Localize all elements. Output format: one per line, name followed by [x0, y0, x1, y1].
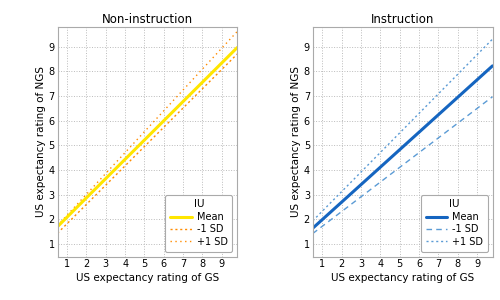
+1 SD	[202, 65, 208, 68]
-1 SD	[140, 146, 146, 150]
Mean	[490, 64, 496, 68]
-1 SD	[416, 150, 422, 154]
+1 SD	[395, 133, 401, 136]
+1 SD	[141, 130, 147, 134]
+1 SD	[416, 111, 422, 115]
+1 SD	[396, 132, 402, 135]
Line: +1 SD: +1 SD	[312, 39, 492, 221]
+1 SD	[140, 132, 146, 135]
+1 SD	[234, 30, 240, 33]
Mean	[230, 50, 236, 54]
Mean	[310, 226, 316, 230]
-1 SD	[230, 56, 236, 60]
-1 SD	[490, 95, 496, 98]
Mean	[416, 130, 422, 134]
X-axis label: US expectancy rating of GS: US expectancy rating of GS	[76, 273, 219, 284]
Mean	[141, 139, 147, 142]
Mean	[396, 148, 402, 152]
+1 SD	[310, 219, 316, 223]
-1 SD	[202, 85, 208, 88]
Line: -1 SD: -1 SD	[58, 54, 238, 233]
Mean	[395, 149, 401, 153]
Y-axis label: US expectancy rating of NGS: US expectancy rating of NGS	[291, 66, 301, 217]
Mean	[234, 46, 240, 49]
Mean	[407, 139, 413, 142]
Mean	[457, 93, 463, 97]
Mean	[54, 225, 60, 228]
Mean	[485, 68, 491, 72]
+1 SD	[457, 70, 463, 74]
Line: Mean: Mean	[58, 47, 238, 226]
Title: Non-instruction: Non-instruction	[102, 13, 193, 26]
+1 SD	[490, 37, 496, 41]
+1 SD	[407, 121, 413, 124]
Line: Mean: Mean	[312, 66, 492, 228]
-1 SD	[234, 52, 240, 56]
Mean	[202, 78, 208, 82]
+1 SD	[54, 224, 60, 227]
+1 SD	[162, 108, 168, 112]
Mean	[140, 140, 146, 143]
-1 SD	[54, 231, 60, 235]
Mean	[162, 118, 168, 122]
-1 SD	[457, 120, 463, 123]
Legend: Mean, -1 SD, +1 SD: Mean, -1 SD, +1 SD	[420, 195, 488, 252]
-1 SD	[395, 167, 401, 170]
+1 SD	[230, 34, 236, 38]
-1 SD	[152, 134, 158, 138]
Y-axis label: US expectancy rating of NGS: US expectancy rating of NGS	[36, 66, 46, 217]
Line: +1 SD: +1 SD	[58, 32, 238, 226]
X-axis label: US expectancy rating of GS: US expectancy rating of GS	[331, 273, 474, 284]
-1 SD	[407, 158, 413, 161]
-1 SD	[141, 145, 147, 149]
-1 SD	[485, 98, 491, 102]
+1 SD	[485, 42, 491, 45]
Line: -1 SD: -1 SD	[312, 97, 492, 233]
-1 SD	[310, 232, 316, 235]
Title: Instruction: Instruction	[371, 13, 434, 26]
+1 SD	[152, 119, 158, 122]
Mean	[152, 128, 158, 131]
-1 SD	[396, 166, 402, 169]
-1 SD	[162, 125, 168, 128]
Legend: Mean, -1 SD, +1 SD: Mean, -1 SD, +1 SD	[166, 195, 232, 252]
